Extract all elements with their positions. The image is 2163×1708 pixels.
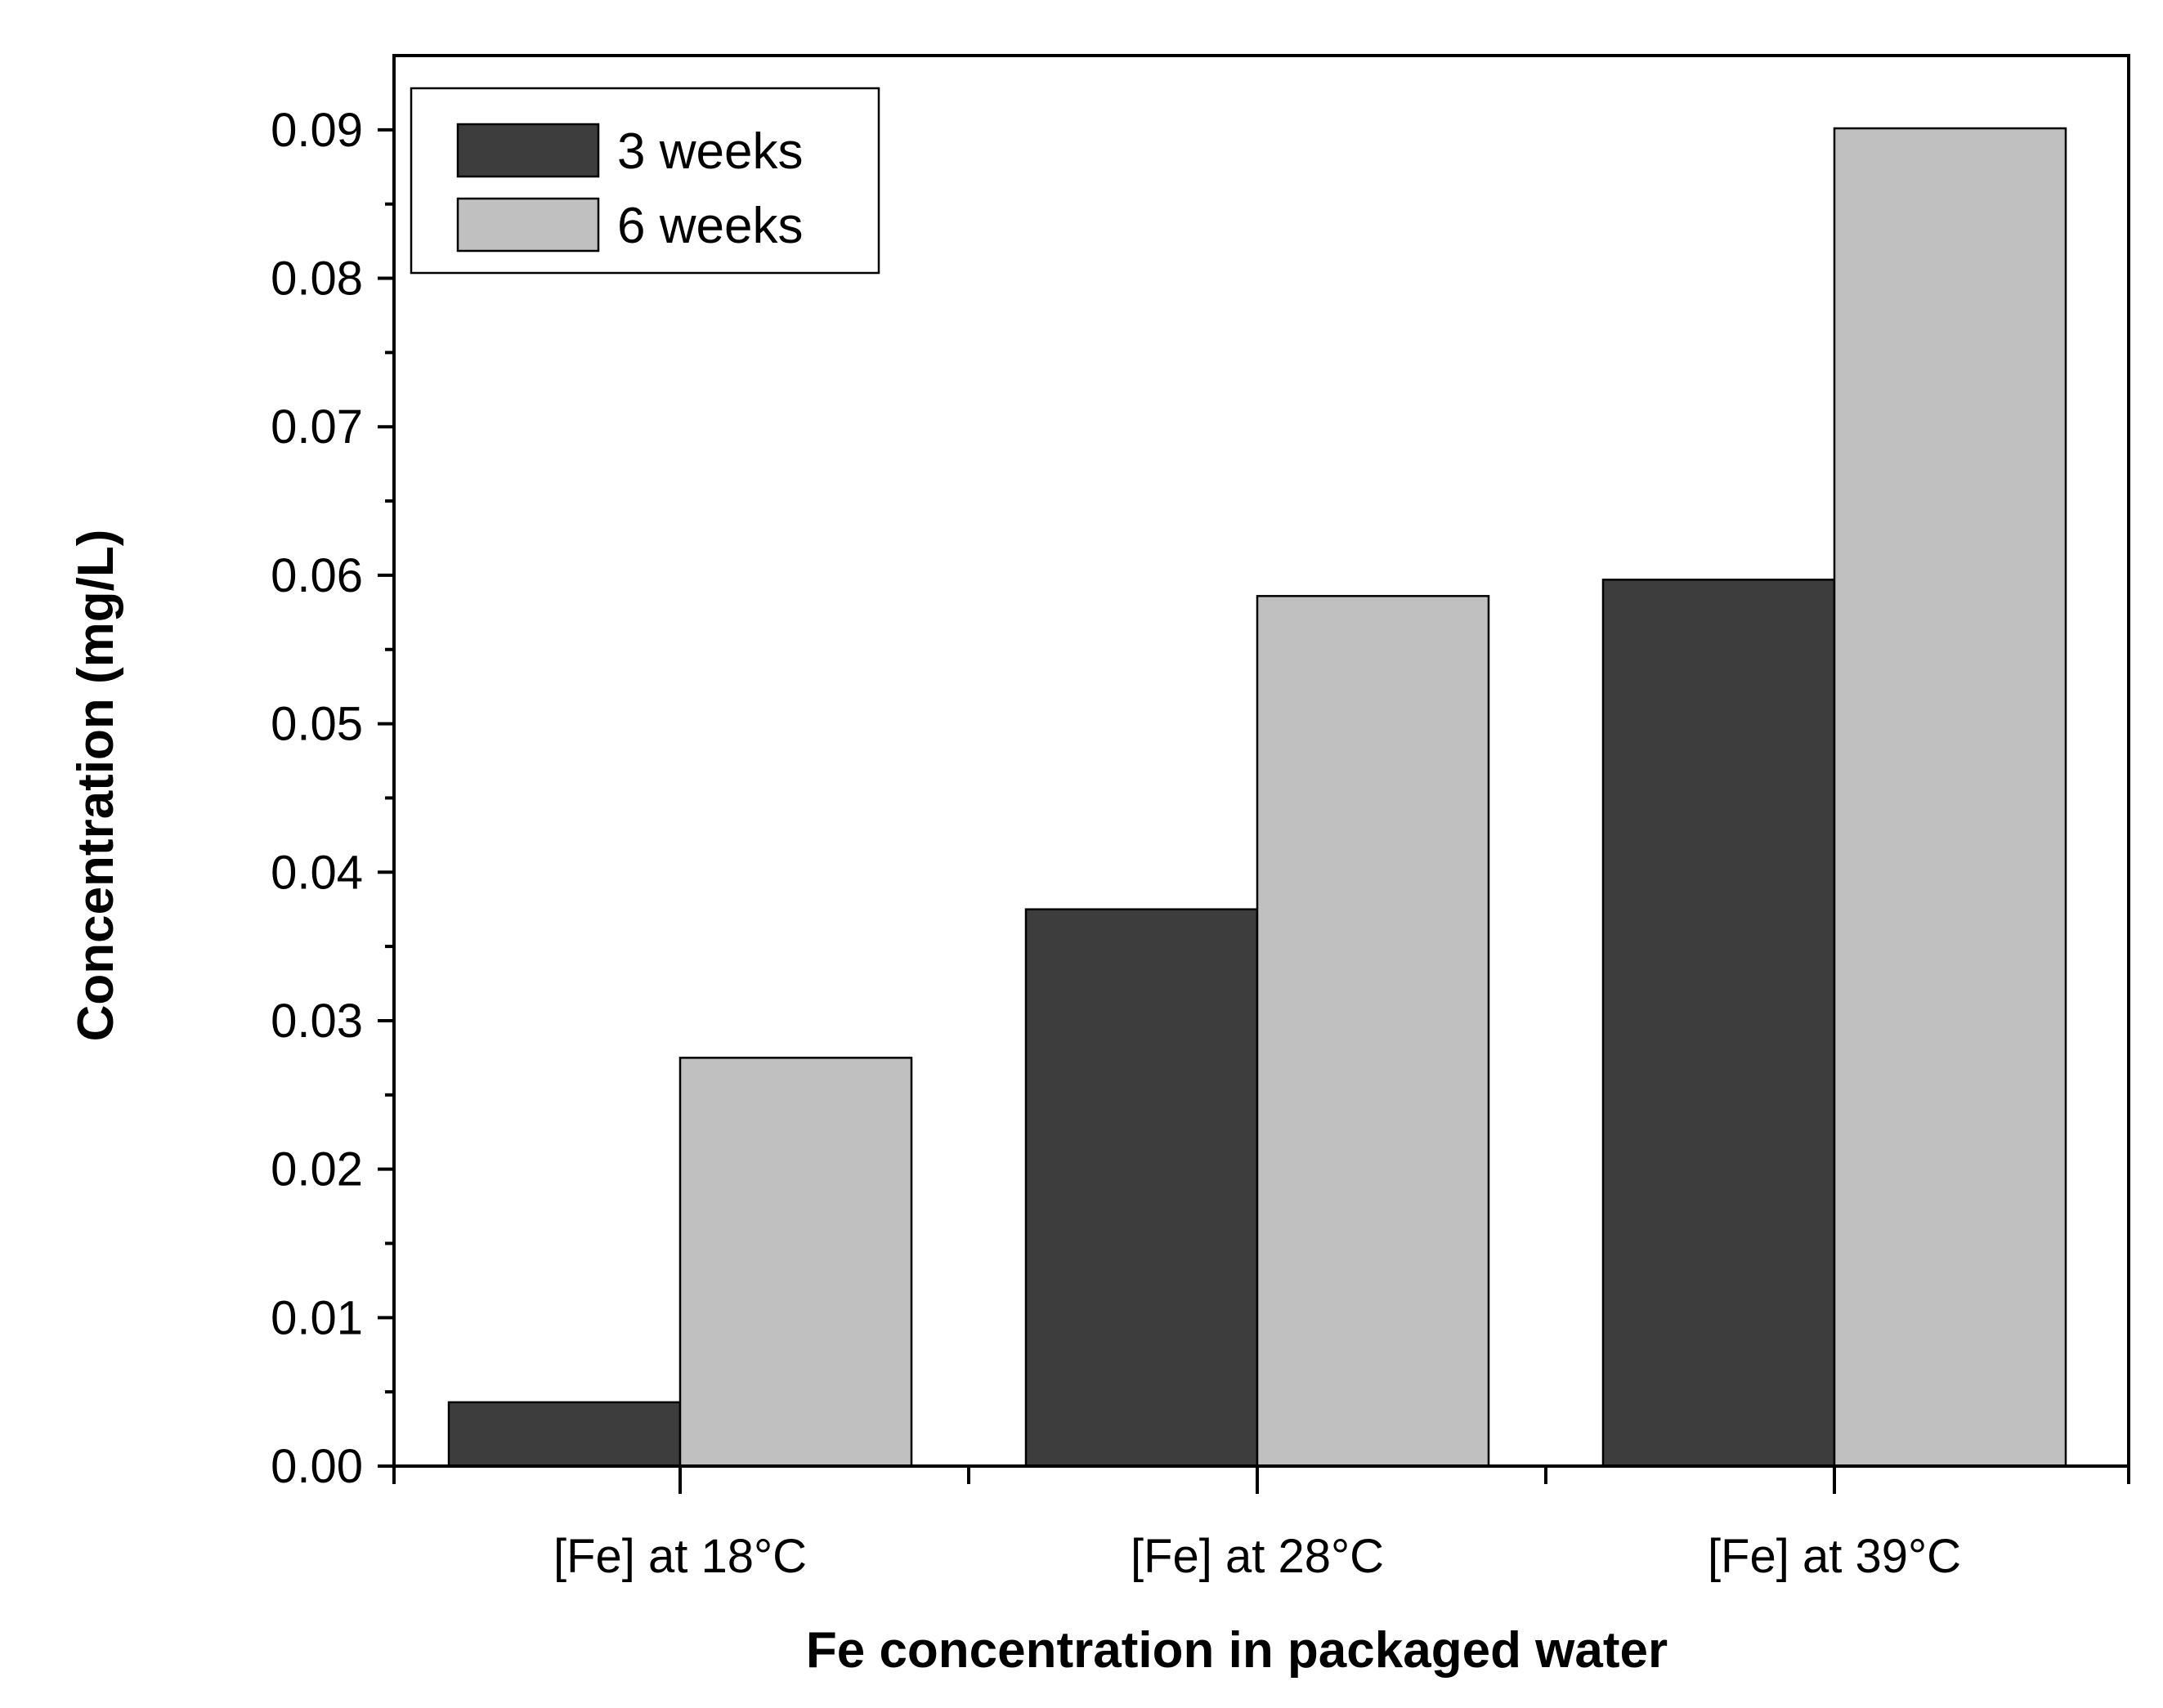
bar-3-weeks-2 [1024,908,1259,1468]
x-axis-ticks: [Fe] at 18°C [Fe] at 28°C [Fe] at 39°C [392,1466,2130,1583]
x-tick-label: [Fe] at 28°C [1131,1530,1384,1583]
legend: 3 weeks 6 weeks [410,87,880,275]
legend-label-6-weeks: 6 weeks [617,198,803,254]
y-tick-label: 0.08 [271,253,363,306]
bar-3-weeks-1 [447,1401,682,1468]
y-tick-label: 0.05 [271,698,363,751]
bar-6-weeks-3 [1833,127,2067,1468]
x-axis-title: Fe concentration in packaged water [806,1622,1668,1679]
x-tick-label: [Fe] at 18°C [553,1530,807,1583]
y-tick-label: 0.02 [271,1143,363,1196]
bar-6-weeks-1 [678,1057,913,1468]
legend-swatch-3-weeks [456,123,600,178]
y-tick-label: 0.06 [271,549,363,602]
bar-3-weeks-3 [1601,579,1836,1468]
y-axis-ticks: 0.00 0.01 0.02 0.03 0.04 0.05 0.06 0.07 0.08 0.09 [271,104,394,1493]
y-tick-label: 0.03 [271,995,363,1048]
x-tick-label: [Fe] at 39°C [1708,1530,1961,1583]
bars-layer [447,127,2067,1468]
legend-swatch-6-weeks [456,197,600,253]
bar-6-weeks-2 [1256,595,1490,1468]
y-tick-label: 0.09 [271,104,363,157]
legend-label-3-weeks: 3 weeks [617,123,803,180]
y-tick-label: 0.01 [271,1291,363,1344]
y-tick-label: 0.00 [271,1440,363,1493]
y-tick-label: 0.07 [271,400,363,454]
plot-frame [392,54,2130,1468]
y-axis-title: Concentration (mg/L) [68,530,124,1042]
axes-layer [392,54,2130,1468]
y-tick-label: 0.04 [271,846,363,899]
